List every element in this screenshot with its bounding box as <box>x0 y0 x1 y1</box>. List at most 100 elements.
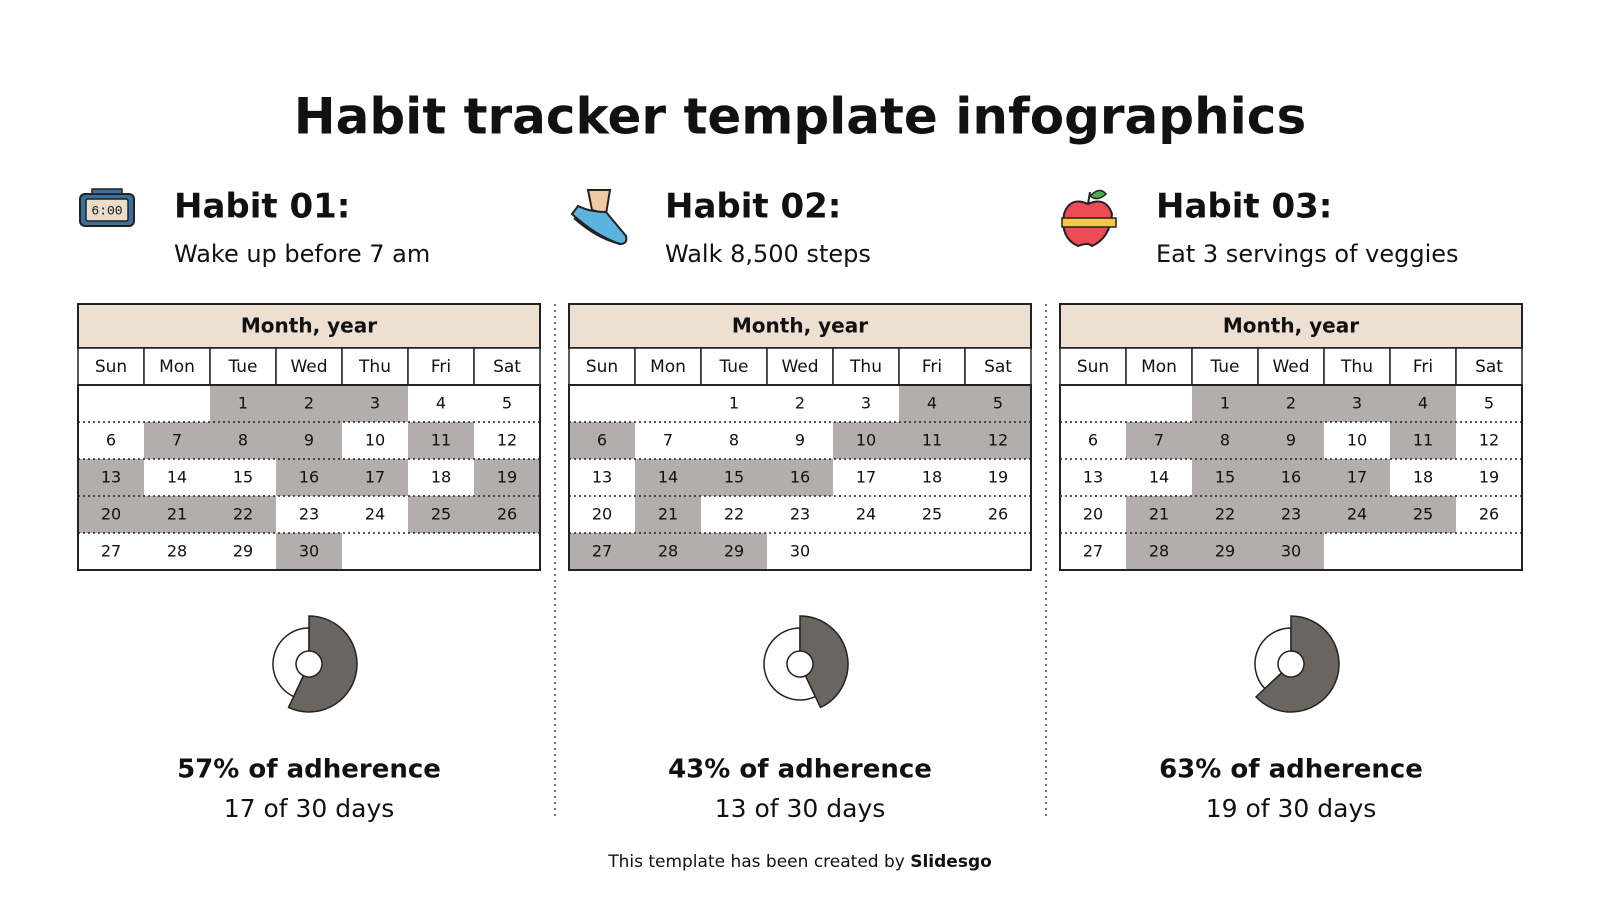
done-cell <box>1258 422 1324 459</box>
day: 28 <box>1149 542 1169 561</box>
day: 5 <box>993 394 1003 413</box>
weekday-cell <box>407 347 475 386</box>
day: 23 <box>790 505 810 524</box>
done-cell <box>276 459 342 496</box>
done-cell <box>1258 459 1324 496</box>
shoe-icon <box>570 189 628 246</box>
done-cell <box>569 422 635 459</box>
done-cell <box>1126 533 1192 570</box>
remaining-arc <box>272 627 310 698</box>
weekday-cell <box>766 347 834 386</box>
day: 13 <box>592 468 612 487</box>
day: 28 <box>167 542 187 561</box>
day: 2 <box>795 394 805 413</box>
weekday: Fri <box>922 357 942 377</box>
done-cell <box>78 496 144 533</box>
habit-description: Walk 8,500 steps <box>665 240 871 268</box>
apple-icon <box>1061 189 1117 248</box>
weekday: Sat <box>1475 357 1503 377</box>
done-cell <box>1192 533 1258 570</box>
footer-text: This template has been created by <box>607 852 905 872</box>
day: 19 <box>1479 468 1499 487</box>
remaining-arc <box>763 627 817 701</box>
weekday: Mon <box>159 357 195 377</box>
done-cell <box>1192 422 1258 459</box>
day: 11 <box>1413 431 1433 450</box>
day: 12 <box>1479 431 1499 450</box>
done-cell <box>210 385 276 422</box>
done-cell <box>1192 459 1258 496</box>
weekday: Fri <box>1413 357 1433 377</box>
weekday-cell <box>77 347 145 386</box>
done-cell <box>408 422 474 459</box>
day: 5 <box>1484 394 1494 413</box>
day: 1 <box>729 394 739 413</box>
done-cell <box>1192 496 1258 533</box>
day: 11 <box>431 431 451 450</box>
footer: This template has been created by Slides… <box>607 852 992 872</box>
done-cell <box>635 459 701 496</box>
day: 24 <box>856 505 876 524</box>
day: 4 <box>1418 394 1428 413</box>
weekday: Wed <box>290 357 327 377</box>
adherence-arc <box>799 615 849 709</box>
done-cell <box>474 459 540 496</box>
calendar-title: Month, year <box>732 314 868 338</box>
day: 16 <box>1281 468 1301 487</box>
calendar-header <box>1059 303 1523 349</box>
done-cell <box>1324 385 1390 422</box>
calendar-border <box>1059 384 1523 571</box>
day: 26 <box>988 505 1008 524</box>
clock-icon: 6:00 <box>79 188 135 227</box>
weekday: Mon <box>650 357 686 377</box>
done-cell <box>1324 496 1390 533</box>
calendar-title: Month, year <box>241 314 377 338</box>
day: 30 <box>299 542 319 561</box>
day: 9 <box>304 431 314 450</box>
done-cell <box>767 459 833 496</box>
day: 19 <box>988 468 1008 487</box>
day: 30 <box>790 542 810 561</box>
done-cell <box>408 496 474 533</box>
done-cell <box>1258 496 1324 533</box>
done-cell <box>569 533 635 570</box>
done-cell <box>1192 385 1258 422</box>
weekday: Tue <box>227 357 257 377</box>
weekday: Sun <box>586 357 618 377</box>
weekday-cell <box>473 347 541 386</box>
day: 24 <box>1347 505 1367 524</box>
done-cell <box>78 459 144 496</box>
done-cell <box>342 385 408 422</box>
day: 7 <box>172 431 182 450</box>
done-cell <box>144 496 210 533</box>
day: 18 <box>431 468 451 487</box>
weekday: Thu <box>1340 357 1373 377</box>
weekday-cell <box>1389 347 1457 386</box>
weekday: Tue <box>1209 357 1239 377</box>
done-cell <box>144 422 210 459</box>
day: 25 <box>431 505 451 524</box>
done-cell <box>276 422 342 459</box>
day: 9 <box>1286 431 1296 450</box>
day: 1 <box>238 394 248 413</box>
day: 4 <box>927 394 937 413</box>
day: 3 <box>861 394 871 413</box>
day: 23 <box>299 505 319 524</box>
done-cell <box>701 459 767 496</box>
weekday: Mon <box>1141 357 1177 377</box>
calendar-border <box>568 384 1032 571</box>
day: 12 <box>988 431 1008 450</box>
day: 9 <box>795 431 805 450</box>
day: 24 <box>365 505 385 524</box>
adherence: 63% of adherence <box>1159 755 1423 785</box>
day: 13 <box>1083 468 1103 487</box>
done-cell <box>899 385 965 422</box>
day: 25 <box>1413 505 1433 524</box>
day: 7 <box>1154 431 1164 450</box>
day: 16 <box>299 468 319 487</box>
day: 7 <box>663 431 673 450</box>
day: 22 <box>1215 505 1235 524</box>
calendar-border <box>77 384 541 571</box>
remaining-arc <box>1254 627 1292 690</box>
done-cell <box>899 422 965 459</box>
